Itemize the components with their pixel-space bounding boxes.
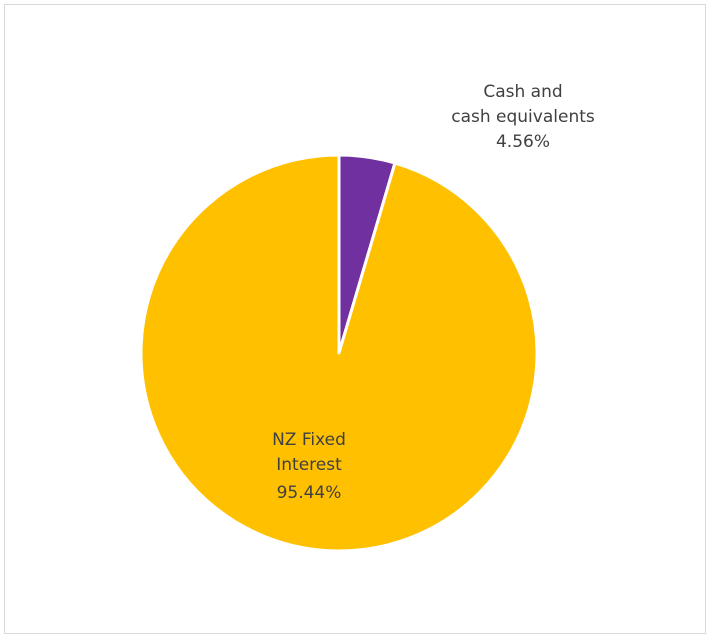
- slice-value-cash: 4.56%: [496, 132, 550, 152]
- slice-label-cash-line2: cash equivalents: [451, 107, 595, 127]
- pie-slice-nz-fixed-interest: [139, 153, 539, 553]
- pie-data-labels: Cash and cash equivalents 4.56% NZ Fixed…: [272, 82, 595, 503]
- slice-label-cash-line1: Cash and: [483, 82, 562, 102]
- slice-value-nz-fixed: 95.44%: [277, 483, 342, 503]
- slice-label-nz-fixed-line2: Interest: [276, 455, 342, 475]
- pie-slices: [139, 153, 539, 553]
- slice-label-nz-fixed-line1: NZ Fixed: [272, 430, 346, 450]
